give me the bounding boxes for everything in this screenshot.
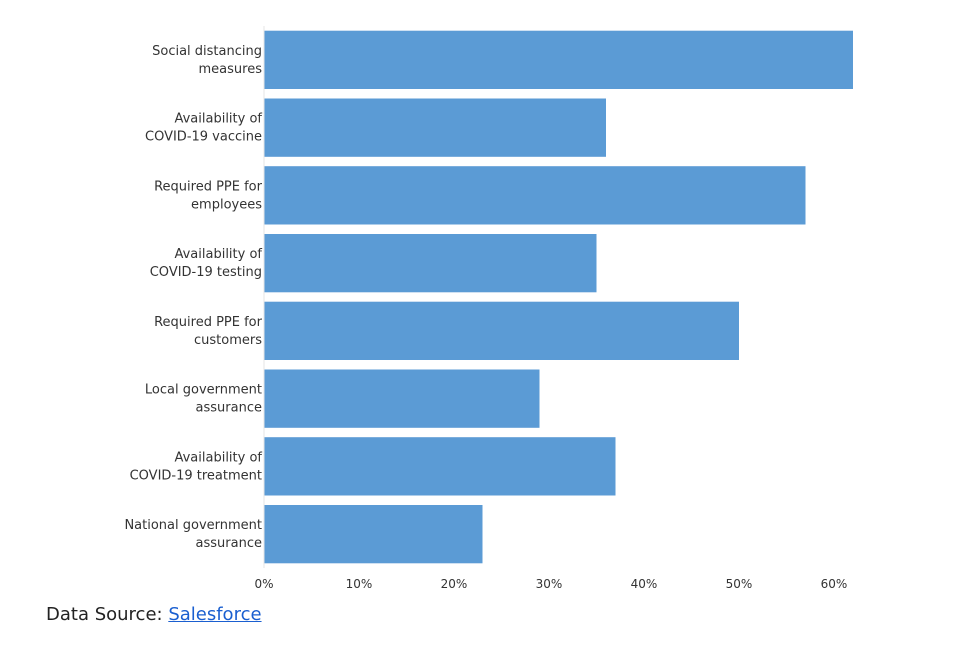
category-label-4: Availability of COVID-19 testing	[150, 247, 263, 280]
bar-7	[264, 437, 616, 496]
x-tick-label-2: 10%	[346, 577, 373, 591]
category-label-5: Required PPE for customers	[154, 315, 263, 348]
bar-1	[264, 30, 853, 89]
bars-group	[264, 30, 853, 564]
x-tick-label-6: 50%	[726, 577, 753, 591]
bar-3	[264, 166, 806, 225]
category-label-8: National government assurance	[124, 518, 262, 551]
x-tick-label-4: 30%	[536, 577, 563, 591]
category-label-7: Availability of COVID-19 treatment	[130, 450, 263, 483]
category-label-2: Availability of COVID-19 vaccine	[145, 112, 262, 145]
data-source-link[interactable]: Salesforce	[168, 604, 262, 625]
bar-8	[264, 505, 483, 564]
x-tick-label-1: 0%	[254, 577, 273, 591]
bar-6	[264, 369, 540, 428]
bar-chart: Social distancing measures Availability of…	[124, 26, 853, 591]
x-tick-label-3: 20%	[441, 577, 468, 591]
x-tick-label-5: 40%	[631, 577, 658, 591]
data-source: Data Source: Salesforce	[46, 604, 262, 625]
category-label-3: Required PPE for employees	[154, 179, 263, 212]
category-labels-group: Social distancing measures Availability of…	[124, 44, 262, 551]
bar-2	[264, 98, 606, 157]
data-source-prefix: Data Source:	[46, 604, 169, 625]
bar-4	[264, 234, 597, 293]
category-label-1: Social distancing measures	[152, 44, 262, 77]
x-tick-labels-group: 0% 10% 20% 30% 40% 50% 60%	[254, 577, 847, 591]
category-label-6: Local government assurance	[145, 383, 262, 416]
bar-5	[264, 301, 739, 360]
chart-area: Social distancing measures Availability of…	[124, 26, 853, 591]
x-tick-label-7: 60%	[821, 577, 848, 591]
